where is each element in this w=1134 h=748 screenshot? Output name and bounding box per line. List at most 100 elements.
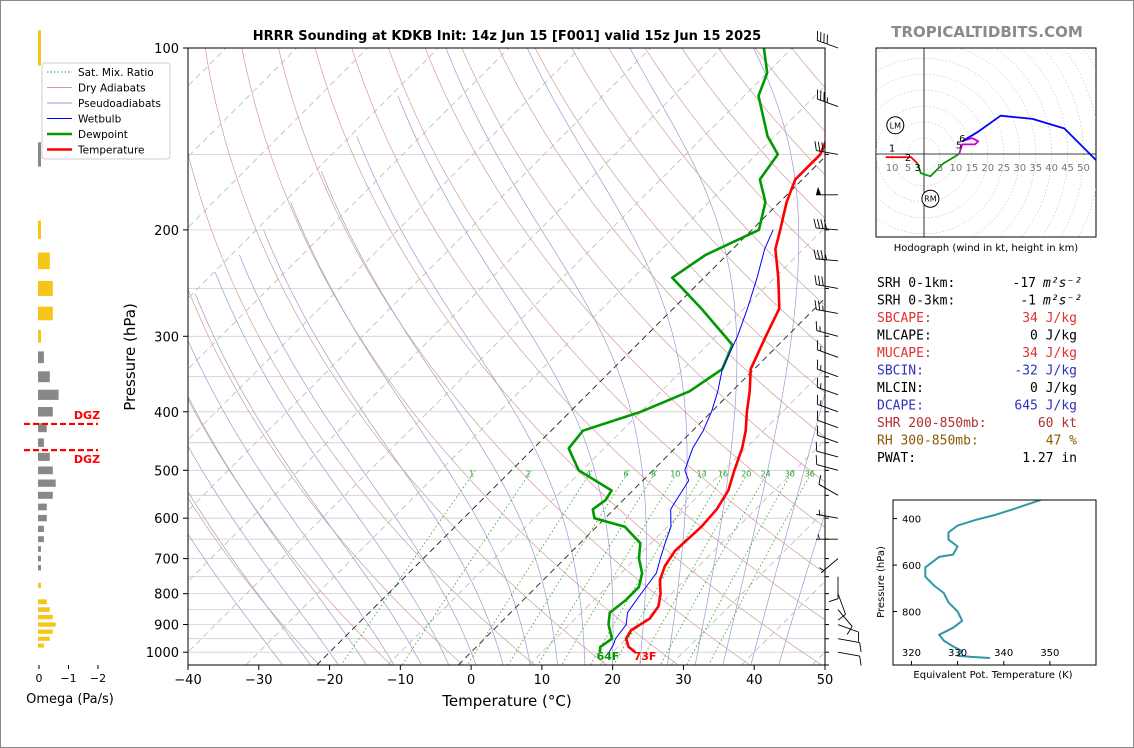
skewt-background-lines: [188, 48, 825, 665]
hodo-ring-label: 5: [937, 163, 943, 174]
x-tick-label: 10: [534, 673, 551, 688]
chart-title: HRRR Sounding at KDKB Init: 14z Jun 15 […: [253, 29, 761, 44]
barb-staff: [817, 386, 839, 396]
legend-label: Dry Adiabats: [78, 83, 146, 95]
legend-box: [41, 62, 171, 160]
barb-flag: [816, 89, 819, 100]
pseudoadiabat: [321, 171, 558, 665]
index-label: MLCAPE:: [877, 329, 932, 344]
omega-tick-label: 0: [36, 672, 43, 685]
omega-bar-ascent: [38, 142, 41, 167]
theta-x-tick-label: 350: [1040, 648, 1059, 659]
omega-bar-ascent: [38, 525, 44, 532]
omega-bar-descent: [38, 220, 41, 240]
wind-barb: [837, 593, 846, 621]
index-value: 0 J/kg: [1030, 329, 1077, 344]
barb-staff: [816, 309, 839, 314]
wind-barb: [814, 141, 839, 155]
pseudoadiabat: [526, 48, 688, 665]
omega-bar-ascent: [38, 423, 47, 433]
mixing-ratio-label: 36: [805, 470, 815, 479]
pseudoadiabat: [188, 533, 283, 665]
barb-staff: [816, 513, 839, 519]
wind-barb: [816, 30, 839, 49]
omega-bar-ascent: [38, 351, 44, 364]
x-tick-label: 20: [604, 673, 621, 688]
barb-staff: [816, 464, 839, 471]
mixing-ratio-line: [401, 470, 532, 665]
barb-flag: [820, 32, 822, 42]
wind-barb: [813, 249, 839, 262]
storm-motion-label: RM: [924, 195, 937, 204]
barb-flag: [816, 249, 821, 260]
hodo-trace: [916, 153, 960, 178]
hodo-ring-label: 10: [950, 163, 963, 174]
index-value: 0 J/kg: [1030, 381, 1077, 396]
isotherm-0: [457, 297, 825, 665]
sounding-indices: SRH 0-1km: -17 m²s⁻² SRH 0-3km: -1 m²s⁻² SBCAP…: [877, 276, 1082, 466]
mixing-ratio-label: 6: [623, 470, 628, 479]
dry-adiabat: [424, 48, 825, 528]
omega-bar-descent: [38, 252, 50, 270]
mixing-ratio-label: 24: [761, 470, 771, 479]
x-tick-label: 40: [746, 673, 763, 688]
barb-flag: [816, 394, 819, 405]
dry-adiabat: [188, 152, 535, 665]
y-axis-label: Pressure (hPa): [121, 303, 139, 411]
hodo-ring-label: 20: [981, 163, 994, 174]
wind-barb: [816, 340, 839, 358]
y-tick-label: 300: [154, 330, 179, 345]
barb-flag: [813, 218, 817, 229]
mixing-ratio-label: 10: [670, 470, 680, 479]
wind-barb: [814, 275, 839, 289]
wind-barb: [818, 474, 839, 496]
barb-flag: [818, 474, 822, 485]
y-tick-label: 400: [154, 406, 179, 421]
mixing-ratio-label: 2: [526, 470, 531, 479]
legend-label: Sat. Mix. Ratio: [78, 67, 154, 79]
index-value: -17: [1013, 276, 1036, 291]
omega-bar-descent: [38, 582, 41, 588]
hodo-height-label: 6: [959, 134, 965, 145]
pseudoadiabat: [263, 229, 504, 665]
index-label: RH 300-850mb:: [877, 434, 979, 449]
barb-flag: [821, 276, 824, 286]
barb-flag: [816, 425, 819, 436]
barb-flag: [815, 321, 818, 331]
wind-barbs: [813, 30, 862, 666]
omega-bar-descent: [38, 280, 53, 296]
omega-bar-descent: [38, 629, 53, 634]
pseudoadiabat: [188, 395, 367, 665]
y-tick-label: 700: [154, 553, 179, 568]
barb-flag: [817, 275, 821, 286]
wind-barb: [816, 89, 839, 108]
barb-half: [826, 97, 828, 103]
omega-bar-descent: [38, 330, 41, 343]
isotherm-10: [528, 368, 825, 665]
barb-flag: [820, 250, 824, 260]
mixing-ratio-line: [340, 470, 476, 665]
wind-barb: [815, 455, 839, 471]
dry-adiabat: [188, 497, 320, 665]
index-value: 34 J/kg: [1022, 311, 1077, 326]
hodograph: [876, 48, 1096, 237]
mixing-ratio-line: [638, 470, 750, 665]
omega-panel: 0 −1 −2 DGZ DGZ: [24, 30, 106, 685]
index-value: 34 J/kg: [1022, 346, 1077, 361]
wind-barb: [816, 534, 838, 540]
omega-bar-ascent: [38, 438, 44, 447]
dry-adiabat: [498, 48, 825, 438]
index-value: 1.27 in: [1022, 451, 1077, 466]
hodo-ring-label: 30: [1013, 163, 1026, 174]
dry-adiabat: [188, 288, 464, 665]
index-value: -32 J/kg: [1014, 364, 1077, 379]
pseudoadiabat: [214, 272, 450, 665]
barb-staff: [837, 638, 860, 643]
x-axis-label: Temperature (°C): [441, 692, 571, 710]
barb-flag: [816, 359, 819, 370]
theta-x-tick-label: 340: [994, 648, 1013, 659]
dry-adiabat: [314, 48, 822, 665]
hodograph-caption: Hodograph (wind in kt, height in km): [894, 243, 1079, 254]
dry-adiabat: [241, 48, 679, 665]
